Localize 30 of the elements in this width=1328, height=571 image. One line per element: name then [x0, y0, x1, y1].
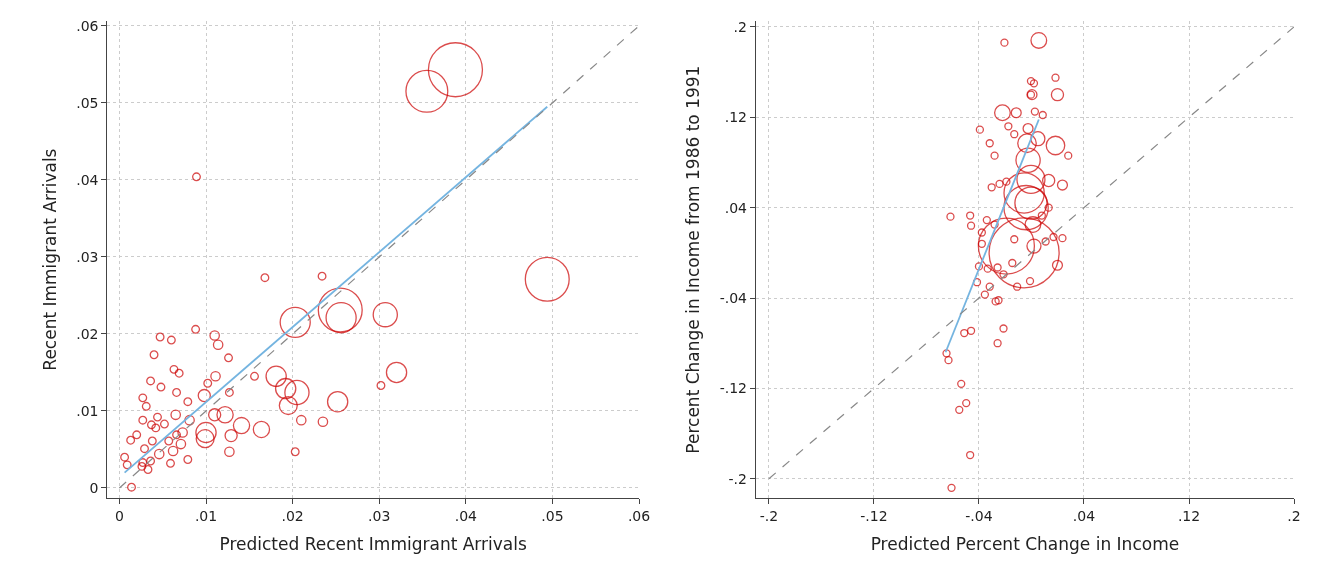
y-tick-label: -.04: [719, 289, 748, 306]
x-tick-label: .04: [1072, 507, 1096, 524]
y-tick-label: .06: [76, 17, 99, 34]
y-tick-label: .05: [76, 94, 99, 111]
y-tick-label: .12: [724, 109, 747, 126]
y-tick-label: .02: [76, 325, 99, 342]
y-axis-title: Percent Change in Income from 1986 to 1991: [683, 65, 704, 454]
x-tick-label: .02: [281, 507, 304, 524]
y-tick-label: .03: [76, 248, 99, 265]
y-axis-title: Recent Immigrant Arrivals: [39, 148, 60, 371]
x-tick-label: .2: [1287, 507, 1301, 524]
x-tick-label: 0: [114, 507, 124, 524]
x-tick-label: .05: [541, 507, 564, 524]
x-tick-label: -.04: [965, 507, 993, 524]
y-tick-label: .04: [724, 199, 748, 216]
x-tick-label: -.2: [759, 507, 779, 524]
x-tick-label: .03: [368, 507, 391, 524]
y-tick-label: .01: [76, 402, 99, 419]
x-tick-label: .04: [454, 507, 478, 524]
x-tick-label: .12: [1177, 507, 1201, 524]
x-axis-title: Predicted Percent Change in Income: [870, 534, 1180, 555]
x-tick-label: -.12: [860, 507, 888, 524]
x-axis-title: Predicted Recent Immigrant Arrivals: [219, 534, 527, 555]
x-tick-label: .01: [194, 507, 218, 524]
y-tick-label: -.12: [719, 380, 747, 397]
y-tick-label: .04: [76, 171, 99, 188]
y-tick-label: -.2: [728, 470, 747, 487]
x-tick-label: .06: [627, 507, 651, 524]
y-tick-label: .2: [733, 18, 747, 35]
y-tick-label: 0: [89, 479, 99, 496]
